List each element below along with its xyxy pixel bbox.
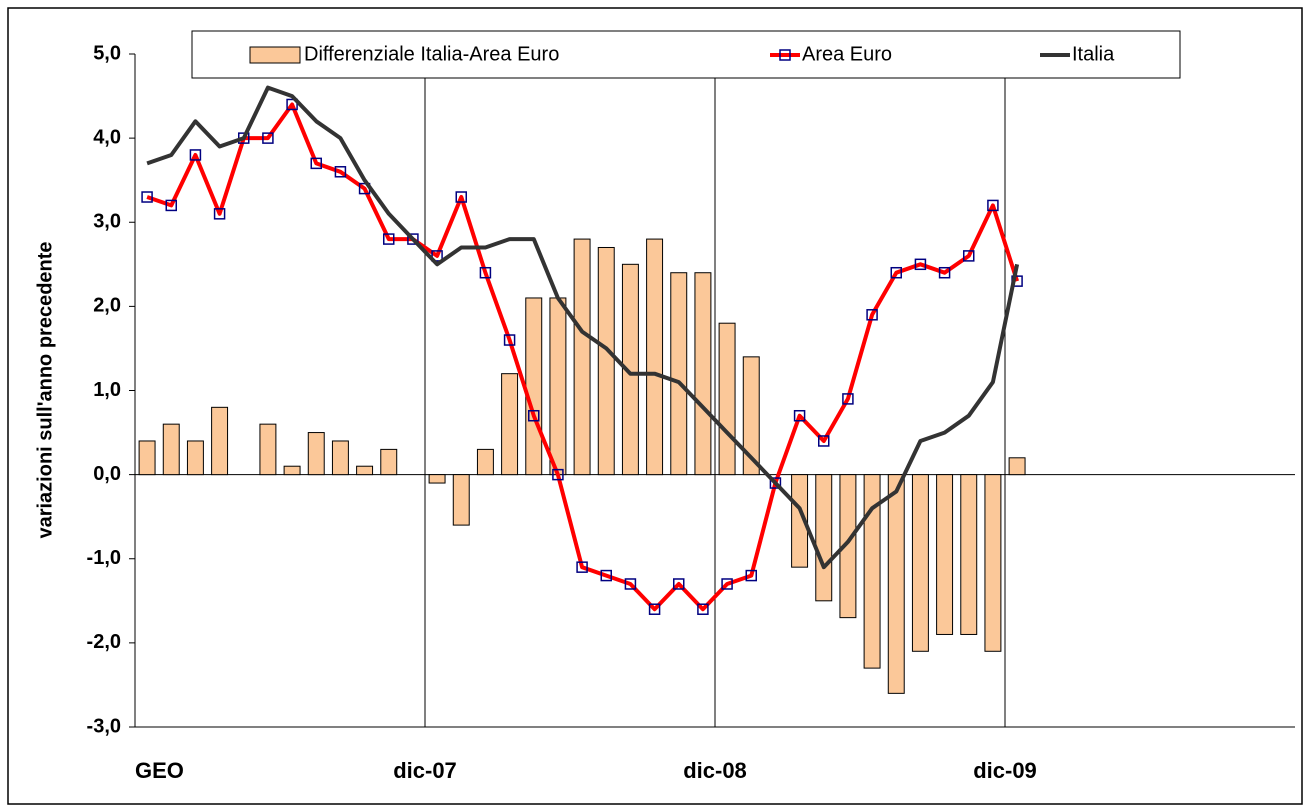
bar — [549, 297, 567, 476]
bar — [283, 465, 301, 476]
x-tick-label: GEO — [135, 758, 184, 783]
bar — [694, 272, 712, 476]
marker — [383, 233, 395, 245]
marker — [189, 149, 202, 161]
marker — [938, 266, 951, 279]
marker — [600, 569, 612, 582]
bar — [621, 263, 639, 476]
bar — [356, 465, 374, 476]
bar — [162, 423, 180, 476]
marker — [165, 199, 177, 212]
marker — [286, 98, 298, 111]
marker — [334, 166, 347, 178]
legend-swatch — [249, 46, 301, 64]
bar — [380, 448, 398, 476]
bar — [742, 356, 760, 476]
marker — [141, 191, 153, 203]
legend-label: Area Euro — [802, 43, 892, 65]
bar — [331, 440, 349, 476]
marker — [842, 393, 854, 405]
marker — [697, 603, 709, 615]
x-tick-label: dic-07 — [393, 758, 457, 783]
marker — [503, 334, 516, 346]
bar — [815, 474, 833, 602]
y-tick-label: -3,0 — [87, 715, 121, 737]
bar — [428, 474, 446, 484]
bar — [960, 474, 978, 635]
bar — [1008, 457, 1026, 476]
marker — [455, 191, 467, 203]
marker — [866, 309, 878, 321]
bar — [501, 373, 519, 476]
bar — [476, 448, 494, 476]
line — [146, 102, 1020, 612]
marker — [213, 208, 226, 220]
y-axis-label: variazioni sull'anno precedente — [34, 241, 56, 538]
marker — [407, 233, 419, 245]
y-tick-label: 5,0 — [93, 42, 121, 64]
marker — [914, 258, 927, 271]
legend-label: Italia — [1072, 43, 1115, 65]
marker — [648, 603, 661, 615]
marker — [721, 578, 733, 590]
marker — [552, 468, 564, 481]
bar — [452, 474, 470, 526]
bar — [718, 322, 736, 476]
marker — [963, 250, 975, 262]
marker — [818, 435, 830, 447]
bar — [839, 474, 857, 619]
bar — [863, 474, 881, 669]
bar — [984, 474, 1002, 652]
bar — [307, 432, 325, 476]
y-tick-label: 2,0 — [93, 295, 121, 317]
y-tick-label: 1,0 — [93, 379, 121, 401]
marker — [624, 578, 637, 590]
marker — [793, 409, 806, 422]
legend — [191, 30, 1181, 79]
legend-label: Differenziale Italia-Area Euro — [304, 43, 559, 65]
bar — [646, 238, 664, 476]
marker — [769, 477, 782, 489]
y-tick-label: 0,0 — [93, 463, 121, 485]
bar — [791, 474, 809, 568]
bar — [887, 474, 905, 694]
marker — [431, 250, 443, 262]
bar — [259, 423, 277, 476]
y-tick-label: 3,0 — [93, 211, 121, 233]
bar — [670, 272, 688, 476]
marker — [310, 157, 322, 170]
y-tick-label: -1,0 — [87, 547, 121, 569]
marker — [576, 561, 588, 573]
bar — [911, 474, 929, 652]
line — [146, 85, 1020, 570]
bar — [525, 297, 543, 476]
y-tick-label: 4,0 — [93, 126, 121, 148]
marker — [745, 569, 757, 582]
marker — [987, 199, 999, 212]
x-tick-label: dic-08 — [683, 758, 747, 783]
bar — [597, 246, 615, 476]
bar — [138, 440, 156, 476]
bar — [186, 440, 204, 476]
x-tick-label: dic-09 — [973, 758, 1037, 783]
legend-marker — [779, 49, 791, 61]
marker — [262, 132, 274, 144]
marker — [673, 578, 685, 590]
bar — [936, 474, 954, 635]
marker — [479, 266, 492, 279]
bar — [211, 406, 229, 476]
marker — [528, 409, 540, 422]
marker — [890, 266, 902, 279]
y-tick-label: -2,0 — [87, 631, 121, 653]
bar — [573, 238, 591, 476]
